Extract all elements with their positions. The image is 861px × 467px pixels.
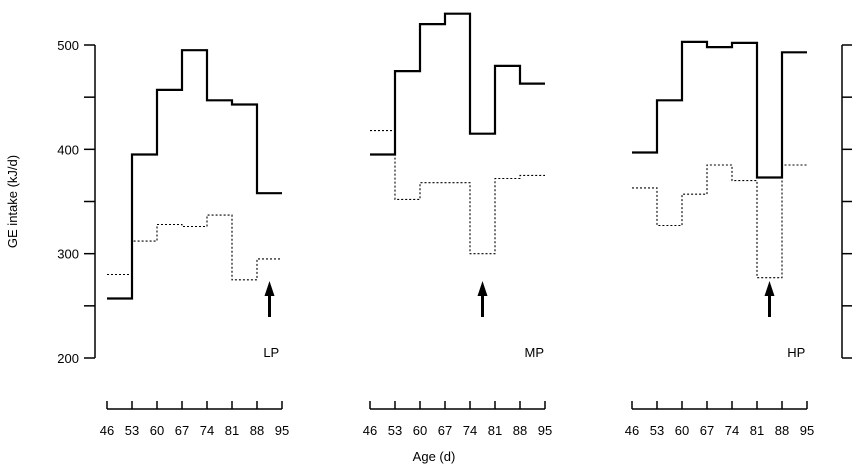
x-tick-label: 46 [363,423,377,438]
y-tick-label: 200 [57,351,79,366]
x-tick-label: 67 [700,423,714,438]
x-tick-label: 60 [675,423,689,438]
x-tick-label: 95 [275,423,289,438]
x-tick-label: 46 [100,423,114,438]
series-solid [632,40,807,179]
x-tick-label: 81 [488,423,502,438]
x-axis-title: Age (d) [413,449,456,464]
y-tick-label: 400 [57,142,79,157]
series-solid [107,49,282,300]
x-tick-label: 53 [388,423,402,438]
x-tick-label: 81 [750,423,764,438]
x-tick-label: 88 [775,423,789,438]
panel-mp: MP 46 53 60 67 74 81 88 95 [363,12,552,438]
x-tick-label: 88 [513,423,527,438]
panel-label: HP [787,345,805,360]
series-dotted [370,130,545,255]
panel-label: MP [525,345,545,360]
x-tick-label: 95 [800,423,814,438]
x-tick-label: 74 [725,423,739,438]
x-tick-label: 74 [463,423,477,438]
arrow-head [764,281,775,296]
x-tick-label: 95 [538,423,552,438]
panel-hp: HP 46 53 60 67 74 81 88 95 [625,40,814,438]
panel-label: LP [263,345,279,360]
panel-lp: LP 46 53 60 67 74 81 88 95 [100,49,289,438]
x-tick-label: 88 [250,423,264,438]
series-dotted [632,164,807,279]
arrow-head [264,281,275,296]
x-tick-label: 60 [150,423,164,438]
arrow-head [477,281,488,296]
x-tick-label: 53 [125,423,139,438]
x-tick-label: 67 [175,423,189,438]
x-tick-label: 60 [413,423,427,438]
y-axis-left: 200 300 400 500 [57,38,96,366]
series-dotted [107,214,282,281]
x-tick-label: 53 [650,423,664,438]
y-axis-title: GE intake (kJ/d) [5,155,20,248]
x-tick-label: 46 [625,423,639,438]
x-tick-label: 67 [438,423,452,438]
x-tick-label: 74 [200,423,214,438]
series-solid [370,12,545,156]
y-tick-label: 300 [57,247,79,262]
x-tick-label: 81 [225,423,239,438]
y-axis-right [841,44,852,359]
y-tick-label: 500 [57,38,79,53]
panels: LP 46 53 60 67 74 81 88 95 MP 46 53 60 67 74 81 88 95 HP 46… [100,12,814,438]
